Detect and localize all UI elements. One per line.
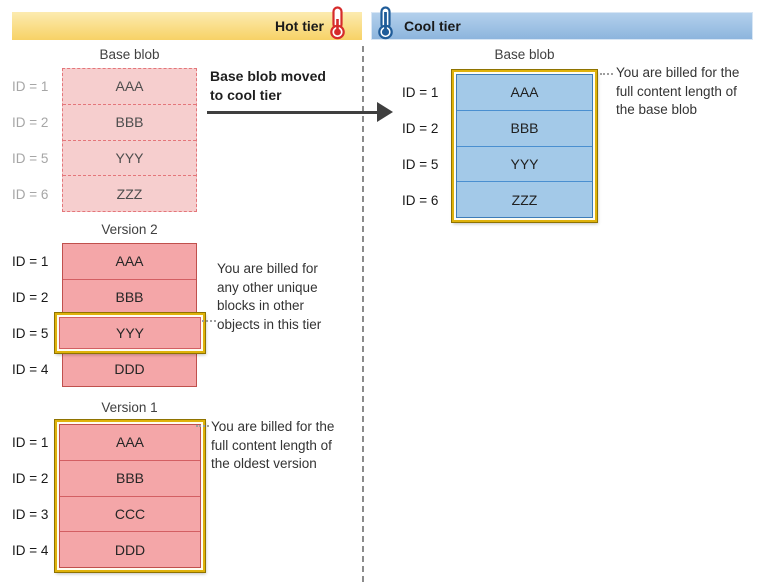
moved-arrow-head bbox=[377, 102, 393, 122]
block-id-label: ID = 5 bbox=[12, 150, 49, 166]
block-cell: YYY bbox=[63, 141, 196, 177]
cool-thermometer-icon bbox=[375, 6, 396, 45]
block-id-label: ID = 5 bbox=[12, 325, 49, 341]
block-id-label: ID = 2 bbox=[12, 114, 49, 130]
block-cell: AAA bbox=[63, 69, 196, 105]
version2-unique-block-highlight: YYY bbox=[55, 313, 205, 353]
block-cell: ZZZ bbox=[511, 191, 538, 208]
version1-id-column: ID = 1 ID = 2 ID = 3 ID = 4 bbox=[12, 424, 58, 568]
block-cell: ZZZ bbox=[116, 185, 143, 202]
block-id-label: ID = 1 bbox=[12, 253, 49, 269]
hot-base-blob-id-column: ID = 1 ID = 2 ID = 5 ID = 6 bbox=[12, 68, 58, 212]
cool-base-blob-title: Base blob bbox=[494, 47, 555, 62]
cool-base-blob-table: AAA BBB YYY ZZZ bbox=[456, 74, 593, 218]
block-id-label: ID = 6 bbox=[402, 192, 439, 208]
block-cell: BBB bbox=[63, 105, 196, 141]
cool-base-blob-id-column: ID = 1 ID = 2 ID = 5 ID = 6 bbox=[402, 74, 448, 218]
block-id-label: ID = 2 bbox=[12, 470, 49, 486]
cool-base-blob-highlight-frame: AAA BBB YYY ZZZ bbox=[452, 70, 597, 222]
block-id-label: ID = 6 bbox=[12, 186, 49, 202]
block-cell: DDD bbox=[114, 541, 146, 558]
version1-highlight-frame: AAA BBB CCC DDD bbox=[55, 420, 205, 572]
block-id-label: ID = 2 bbox=[12, 289, 49, 305]
cool-tier-bar bbox=[371, 12, 753, 40]
block-id-label: ID = 4 bbox=[12, 361, 49, 377]
block-cell: AAA bbox=[457, 75, 592, 111]
block-cell: AAA bbox=[60, 425, 200, 461]
cool-note-connector bbox=[600, 73, 613, 75]
block-cell: DDD bbox=[114, 360, 145, 377]
block-id-label: ID = 2 bbox=[402, 120, 439, 136]
version1-title: Version 1 bbox=[101, 400, 158, 415]
block-cell: AAA bbox=[63, 244, 196, 280]
block-id-label: ID = 4 bbox=[12, 542, 49, 558]
block-id-label: ID = 1 bbox=[402, 84, 439, 100]
version2-id-column: ID = 1 ID = 2 ID = 5 ID = 4 bbox=[12, 243, 58, 387]
moved-arrow-line bbox=[207, 111, 379, 114]
version2-billing-note: You are billed for any other unique bloc… bbox=[217, 261, 322, 332]
hot-base-blob-table: AAA BBB YYY ZZZ bbox=[62, 68, 197, 212]
hot-tier-label: Hot tier bbox=[275, 18, 324, 34]
moved-to-cool-note: Base blob moved to cool tier bbox=[210, 68, 326, 103]
version1-billing-note: You are billed for the full content leng… bbox=[211, 419, 335, 471]
block-cell: CCC bbox=[60, 497, 200, 533]
version2-title: Version 2 bbox=[101, 222, 158, 237]
block-cell: BBB bbox=[60, 461, 200, 497]
block-cell: YYY bbox=[457, 147, 592, 183]
block-id-label: ID = 3 bbox=[12, 506, 49, 522]
block-cell: BBB bbox=[63, 280, 196, 316]
block-id-label: ID = 1 bbox=[12, 78, 49, 94]
hot-thermometer-icon bbox=[327, 6, 348, 45]
hot-base-blob-title: Base blob bbox=[99, 47, 160, 62]
tier-divider-line bbox=[362, 46, 364, 582]
version2-note-connector bbox=[202, 320, 216, 322]
highlighted-block-cell: YYY bbox=[59, 317, 201, 349]
hot-tier-bar bbox=[12, 12, 362, 40]
block-id-label: ID = 1 bbox=[12, 434, 49, 450]
block-cell: BBB bbox=[457, 111, 592, 147]
version1-note-connector bbox=[196, 425, 209, 427]
cool-tier-label: Cool tier bbox=[404, 18, 461, 34]
version1-table: AAA BBB CCC DDD bbox=[59, 424, 201, 568]
block-id-label: ID = 5 bbox=[402, 156, 439, 172]
cool-billing-note: You are billed for the full content leng… bbox=[616, 65, 740, 117]
